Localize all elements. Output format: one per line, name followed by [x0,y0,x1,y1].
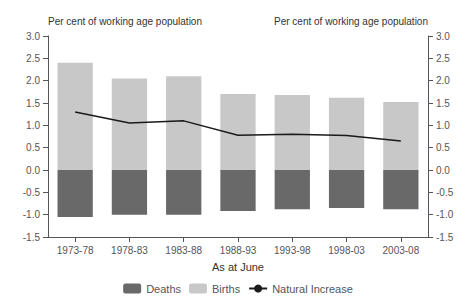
svg-text:-0.5: -0.5 [23,187,41,198]
svg-text:1998-03: 1998-03 [328,245,365,256]
svg-text:0.5: 0.5 [26,142,40,153]
svg-text:2.0: 2.0 [26,75,40,86]
svg-text:-1.5: -1.5 [23,232,41,243]
svg-text:0.0: 0.0 [26,165,40,176]
svg-text:2.5: 2.5 [26,53,40,64]
svg-text:Per cent of working age popula: Per cent of working age population [274,16,428,27]
svg-text:1.0: 1.0 [436,120,450,131]
svg-text:-0.5: -0.5 [436,187,454,198]
svg-text:0.5: 0.5 [436,142,450,153]
svg-text:1.0: 1.0 [26,120,40,131]
svg-text:1978-83: 1978-83 [111,245,148,256]
svg-text:1.5: 1.5 [436,98,450,109]
svg-text:1973-78: 1973-78 [57,245,94,256]
svg-text:1983-88: 1983-88 [165,245,202,256]
svg-text:3.0: 3.0 [436,31,450,42]
svg-text:1.5: 1.5 [26,98,40,109]
svg-text:3.0: 3.0 [26,31,40,42]
svg-text:As at June: As at June [212,261,264,273]
svg-text:2.5: 2.5 [436,53,450,64]
svg-text:Deaths: Deaths [146,283,181,295]
svg-text:-1.0: -1.0 [23,209,41,220]
svg-text:1988-93: 1988-93 [220,245,257,256]
svg-text:2.0: 2.0 [436,75,450,86]
svg-text:-1.0: -1.0 [436,209,454,220]
svg-text:Per cent of working age popula: Per cent of working age population [48,16,202,27]
svg-text:-1.5: -1.5 [436,232,454,243]
svg-text:2003-08: 2003-08 [383,245,420,256]
svg-text:Births: Births [212,283,241,295]
svg-text:Natural Increase: Natural Increase [272,283,353,295]
svg-text:0.0: 0.0 [436,165,450,176]
svg-text:1993-98: 1993-98 [274,245,311,256]
